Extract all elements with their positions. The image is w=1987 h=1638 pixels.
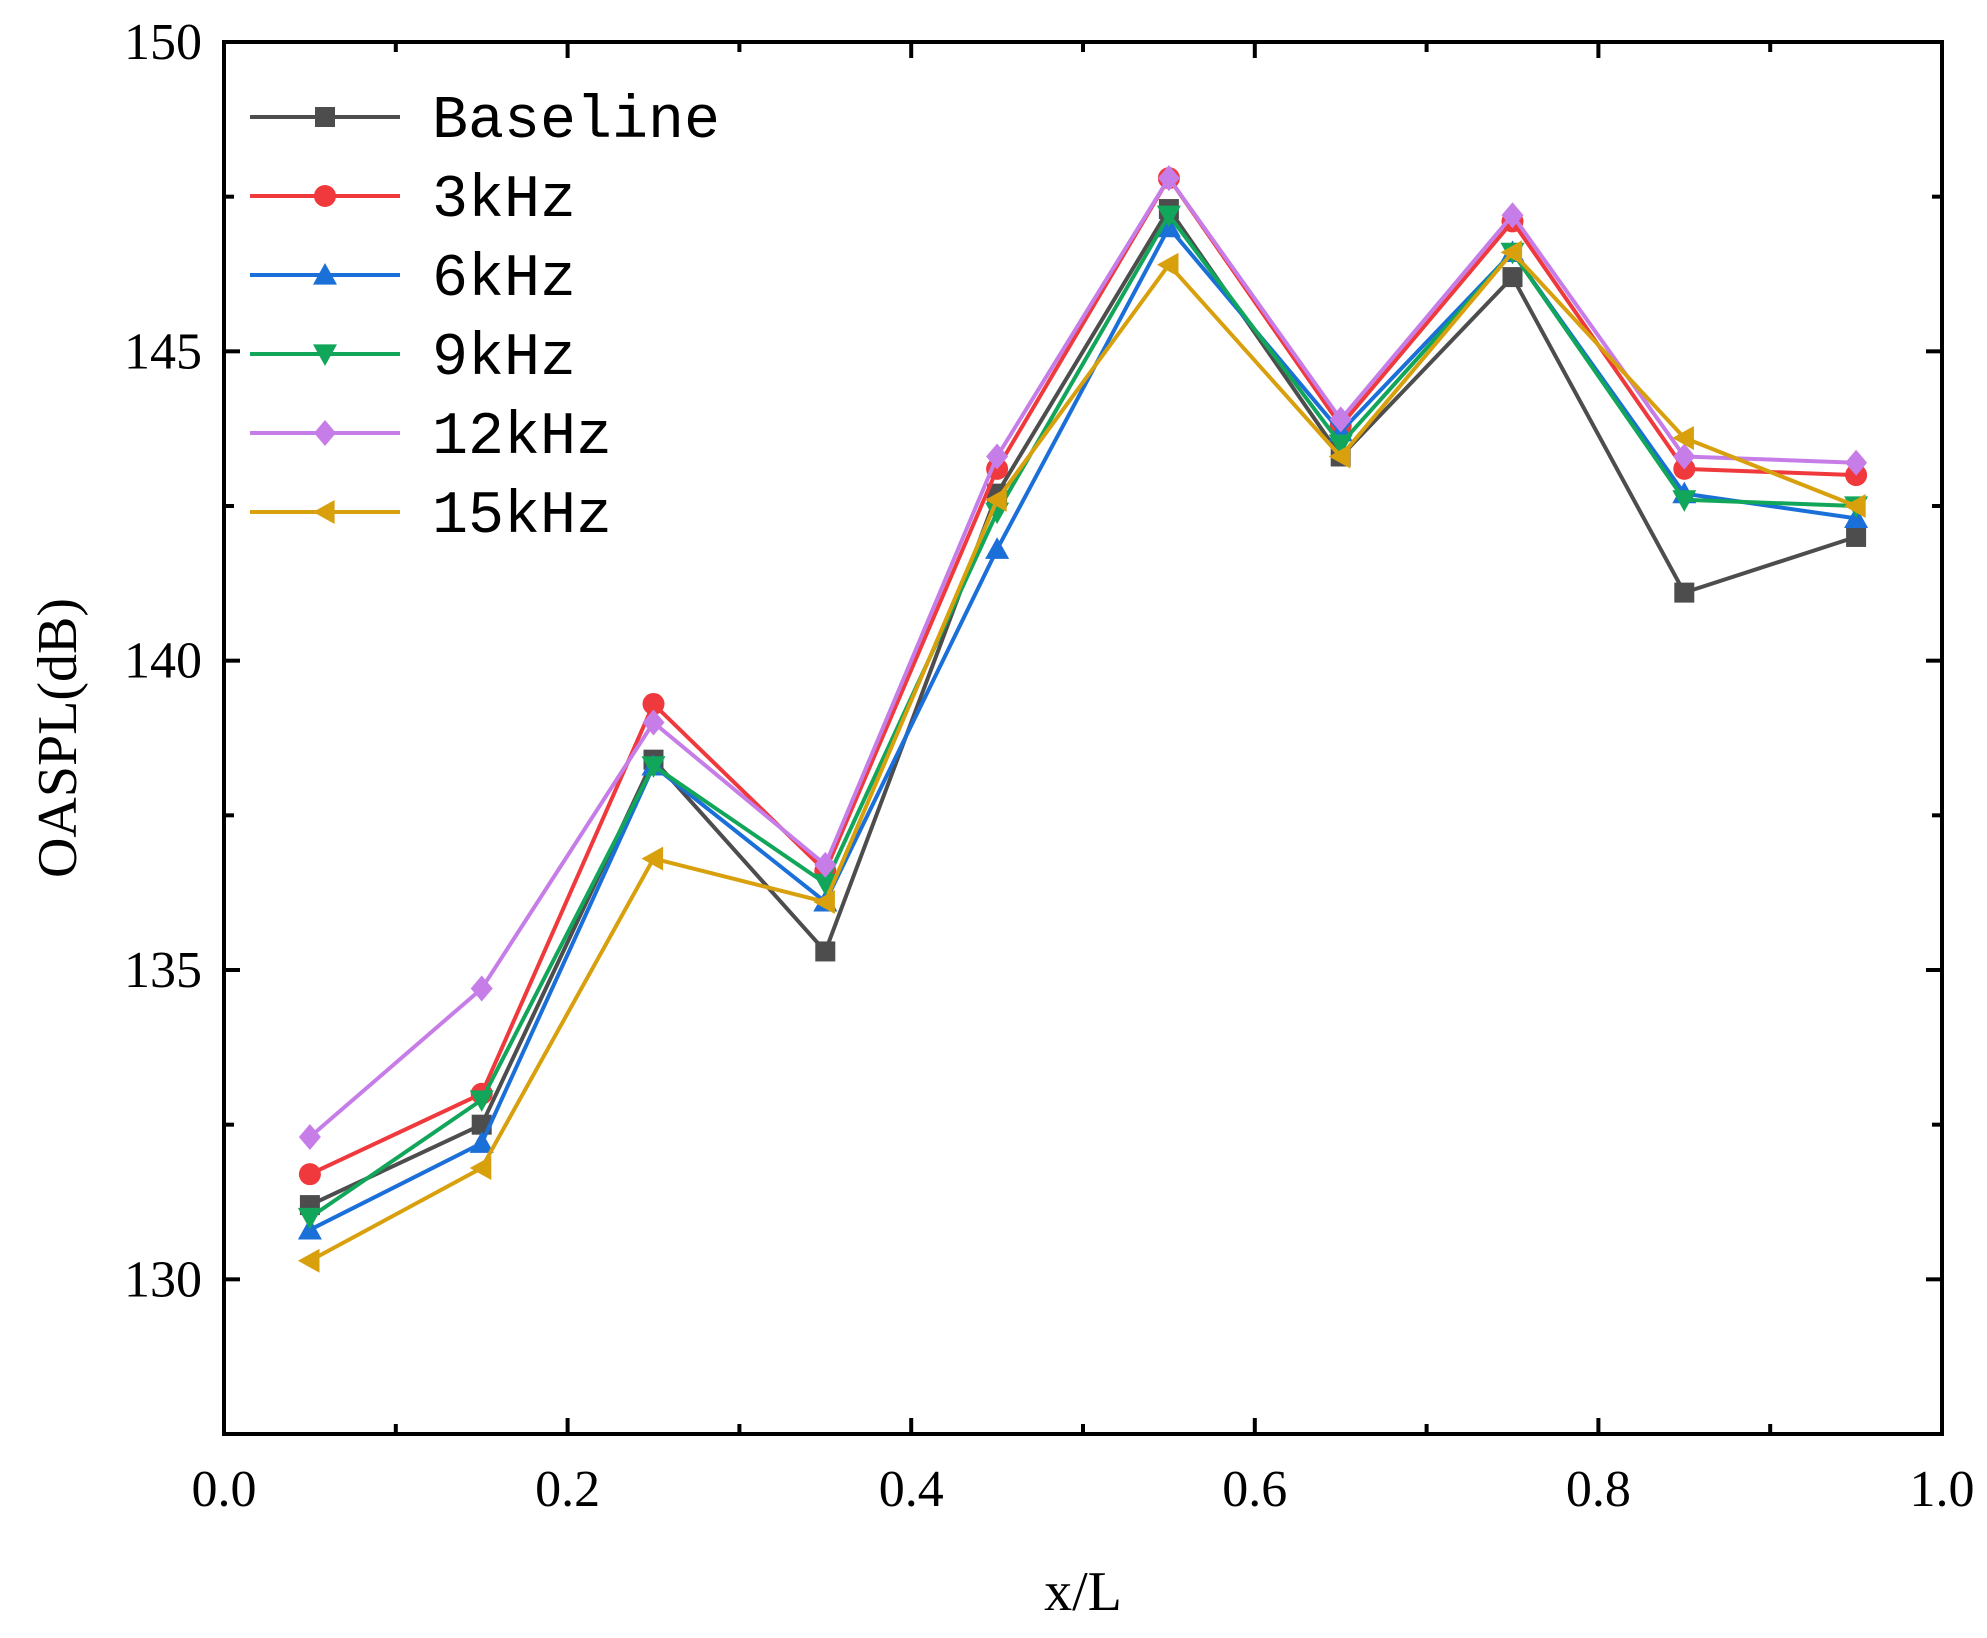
data-point: [642, 709, 665, 736]
data-point: [1156, 205, 1181, 228]
legend-marker: [314, 185, 336, 207]
data-point: [1672, 425, 1694, 450]
data-point: [1156, 252, 1179, 277]
data-point: [1328, 444, 1351, 469]
series-line: [308, 176, 1857, 1139]
legend-item: Baseline: [250, 88, 720, 156]
series-line: [309, 207, 1857, 1207]
data-point: [1329, 406, 1352, 433]
data-point: [469, 1131, 494, 1153]
data-point: [1501, 202, 1524, 229]
data-point: [1844, 494, 1866, 518]
legend: Baseline 3kHz 6kHz 9kHz 12kHz 15kHz: [250, 88, 720, 551]
data-point: [297, 1207, 322, 1230]
legend-marker: [313, 500, 335, 524]
data-point: [641, 756, 666, 778]
data-point: [642, 692, 665, 715]
data-point: [1845, 449, 1868, 476]
data-point: [1674, 582, 1695, 603]
x-tick-label: 0.2: [535, 1461, 600, 1518]
legend-marker: [313, 344, 337, 366]
legend-item: 9kHz: [250, 325, 576, 393]
legend-label: 9kHz: [432, 325, 576, 393]
legend-label: Baseline: [432, 88, 720, 156]
legend-item: 6kHz: [250, 246, 576, 314]
data-point: [985, 537, 1010, 559]
data-point: [298, 1163, 321, 1186]
series-line: [308, 213, 1857, 1220]
legend-label: 3kHz: [432, 167, 576, 235]
series-layer: [297, 165, 1869, 1273]
data-point: [298, 1124, 321, 1151]
data-point: [1846, 526, 1867, 547]
legend-label: 12kHz: [432, 404, 612, 472]
data-point: [985, 487, 1007, 512]
x-tick-label: 0.6: [1222, 1461, 1287, 1518]
x-axis-title: x/L: [1044, 1561, 1122, 1623]
y-tick-label: 130: [124, 1251, 202, 1308]
x-tick-label: 0.8: [1566, 1461, 1631, 1518]
legend-label: 6kHz: [432, 246, 576, 314]
y-tick-label: 145: [124, 323, 202, 380]
x-tick-label: 0.0: [192, 1461, 257, 1518]
data-point: [1502, 267, 1523, 288]
legend-marker: [315, 107, 335, 127]
y-tick-label: 150: [124, 14, 202, 71]
data-point: [986, 443, 1009, 470]
data-point: [1157, 165, 1180, 192]
data-point: [469, 1155, 492, 1180]
series-line: [308, 250, 1857, 1263]
y-axis-title: OASPL(dB): [27, 598, 89, 878]
tick-layer: 0.0 0.2 0.4 0.6 0.8 1.0 130 135 140 145 150: [124, 14, 1975, 1518]
legend-item: 15kHz: [250, 483, 612, 551]
series-15khz: [297, 240, 1866, 1273]
legend-item: 12kHz: [250, 404, 612, 472]
data-point: [1672, 490, 1697, 512]
y-tick-label: 135: [124, 942, 202, 999]
data-point: [813, 889, 835, 914]
legend-item: 3kHz: [250, 167, 576, 235]
legend-marker: [314, 420, 336, 446]
legend-marker: [313, 263, 337, 285]
data-point: [297, 1248, 320, 1273]
data-point: [1673, 443, 1696, 470]
legend-label: 15kHz: [432, 483, 612, 551]
data-point: [1328, 434, 1353, 457]
data-point: [815, 941, 836, 962]
data-point: [469, 1090, 494, 1112]
y-tick-label: 140: [124, 633, 202, 690]
x-tick-label: 0.4: [879, 1461, 944, 1518]
data-point: [1500, 240, 1523, 265]
data-point: [813, 873, 838, 896]
x-tick-label: 1.0: [1910, 1461, 1975, 1518]
data-point: [814, 851, 837, 878]
data-point: [470, 975, 493, 1002]
series-12khz: [298, 165, 1868, 1151]
data-point: [641, 846, 664, 871]
